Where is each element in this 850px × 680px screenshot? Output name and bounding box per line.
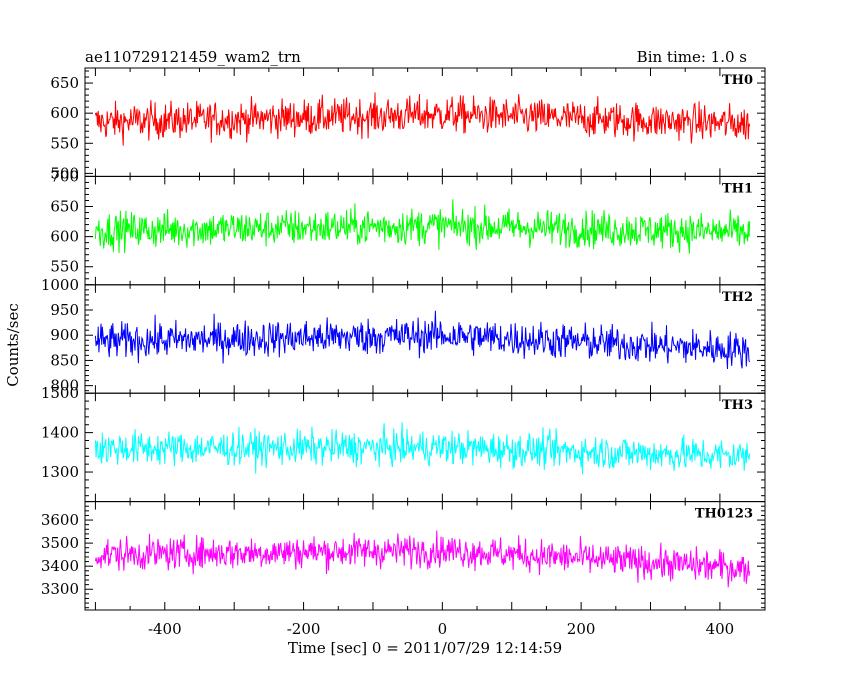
series-line-th0123 bbox=[94, 530, 751, 588]
y-tick-label: 600 bbox=[50, 104, 79, 122]
y-tick-label: 550 bbox=[50, 134, 79, 152]
y-tick-label: 850 bbox=[50, 351, 79, 369]
panel-th1: 550 600 650 700 TH1 bbox=[50, 167, 766, 286]
y-tick-label: 800 bbox=[50, 377, 79, 395]
panel-th3: 1300 1400 1500 TH3 bbox=[41, 384, 766, 503]
y-tick-label: 650 bbox=[50, 198, 79, 216]
x-tick-label: 200 bbox=[567, 620, 596, 638]
y-tick-label: 1000 bbox=[41, 276, 79, 294]
y-tick-label: 1500 bbox=[41, 384, 79, 402]
panel-label: TH1 bbox=[722, 181, 753, 196]
y-tick-label: 650 bbox=[50, 74, 79, 92]
y-tick-label: 1300 bbox=[41, 463, 79, 481]
y-tick-label: 3300 bbox=[41, 580, 79, 598]
series-line-th1 bbox=[94, 199, 751, 254]
y-tick-label: 950 bbox=[50, 301, 79, 319]
panel-frame bbox=[84, 501, 766, 611]
y-tick-label: 700 bbox=[50, 167, 79, 185]
series-line-th0 bbox=[94, 92, 751, 146]
panel-label: TH3 bbox=[722, 398, 753, 413]
x-axis-label: Time [sec] 0 = 2011/07/29 12:14:59 bbox=[288, 639, 562, 657]
series-line-th3 bbox=[94, 422, 751, 475]
x-tick-label: -200 bbox=[287, 620, 321, 638]
y-tick-label: 3500 bbox=[41, 534, 79, 552]
x-tick-label: -400 bbox=[148, 620, 182, 638]
y-tick-label: 1400 bbox=[41, 424, 79, 442]
series-line-th2 bbox=[94, 310, 751, 370]
y-tick-label: 3600 bbox=[41, 511, 79, 529]
y-tick-label: 900 bbox=[50, 326, 79, 344]
y-axis-label: Counts/sec bbox=[4, 303, 22, 387]
panel-label: TH0 bbox=[722, 73, 753, 88]
panel-label: TH2 bbox=[722, 290, 753, 305]
panels-group: 500 550 600 650 TH0 550 600 650 700 TH1 800 850 900 9… bbox=[41, 67, 766, 611]
x-tick-label: 0 bbox=[438, 620, 448, 638]
x-tick-label: 400 bbox=[706, 620, 735, 638]
y-tick-label: 600 bbox=[50, 228, 79, 246]
x-tick-labels: -400 -200 0 200 400 bbox=[148, 620, 734, 638]
chart-title: ae110729121459_wam2_trn bbox=[85, 48, 301, 66]
y-tick-label: 550 bbox=[50, 258, 79, 276]
panel-th0: 500 550 600 650 TH0 bbox=[50, 67, 766, 182]
panel-label: TH0123 bbox=[695, 507, 753, 522]
panel-th0123: 3300 3400 3500 3600 TH0123 bbox=[41, 501, 766, 611]
y-tick-label: 3400 bbox=[41, 557, 79, 575]
y-tick-label: 500 bbox=[50, 164, 79, 182]
panel-th2: 800 850 900 950 1000 TH2 bbox=[41, 276, 766, 395]
bin-time-label: Bin time: 1.0 s bbox=[637, 48, 747, 66]
